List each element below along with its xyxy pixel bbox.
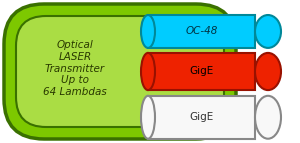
Ellipse shape <box>255 96 281 139</box>
FancyBboxPatch shape <box>4 4 236 139</box>
Bar <box>148 15 255 48</box>
Ellipse shape <box>141 53 155 90</box>
Text: GigE: GigE <box>189 66 214 77</box>
Ellipse shape <box>141 15 155 48</box>
Text: OC-48: OC-48 <box>185 26 218 36</box>
Ellipse shape <box>141 96 155 139</box>
FancyBboxPatch shape <box>16 16 224 127</box>
Ellipse shape <box>255 53 281 90</box>
Bar <box>148 96 255 139</box>
Text: GigE: GigE <box>189 112 214 122</box>
Bar <box>148 53 255 90</box>
Ellipse shape <box>255 15 281 48</box>
Text: Optical
LASER
Transmitter
Up to
64 Lambdas: Optical LASER Transmitter Up to 64 Lambd… <box>43 40 107 97</box>
